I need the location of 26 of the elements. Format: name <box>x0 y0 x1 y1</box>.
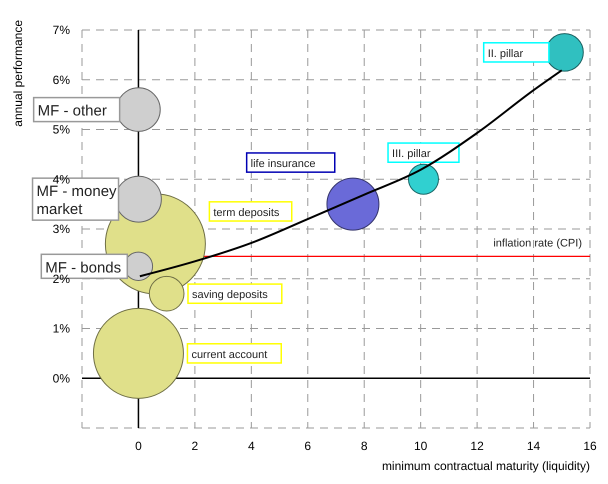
x-tick-label: 2 <box>192 439 199 453</box>
x-tick-label: 0 <box>135 439 142 453</box>
x-tick-label: 4 <box>248 439 255 453</box>
x-tick-label: 6 <box>304 439 312 453</box>
y-tick-label: 5% <box>52 122 70 136</box>
text: II. pillar <box>488 48 524 60</box>
series-label: current account <box>191 348 268 361</box>
series-label: saving deposits <box>192 289 268 302</box>
text: life insurance <box>250 158 316 170</box>
y-tick-label: 7% <box>52 23 70 37</box>
series-label: term deposits <box>213 206 280 219</box>
series-label: III. pillar <box>392 148 431 160</box>
y-tick-label: 0% <box>52 371 70 386</box>
x-tick-label: 12 <box>470 439 484 453</box>
ref-line-label: inflation rate (CPI) <box>493 237 582 250</box>
series-label: MF - other <box>38 102 107 120</box>
x-tick-label: 14 <box>526 439 541 453</box>
x-tick-label: 10 <box>414 439 428 453</box>
y-tick-label: 2% <box>52 272 70 286</box>
x-tick-label: 16 <box>583 439 597 453</box>
y-axis-title: annual performance <box>11 20 25 127</box>
y-tick-label: 6% <box>52 72 70 87</box>
y-tick-label: 3% <box>52 222 70 236</box>
x-axis-title: minimum contractual maturity (liquidity) <box>382 459 590 473</box>
y-tick-label: 1% <box>52 322 70 336</box>
x-tick-label: 8 <box>360 439 368 453</box>
